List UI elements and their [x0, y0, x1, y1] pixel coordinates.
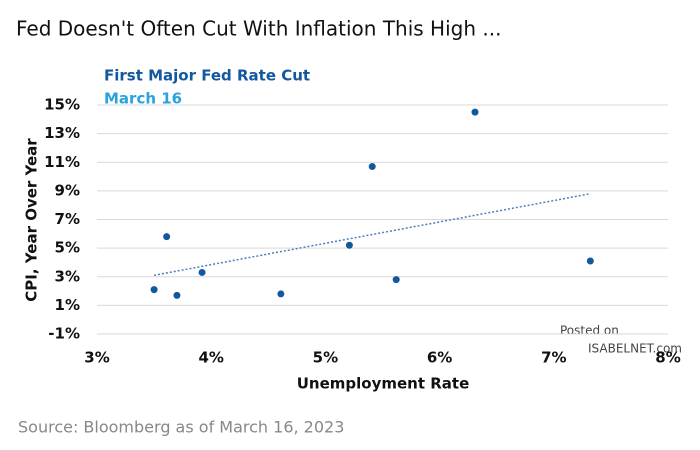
point	[586, 257, 594, 265]
legend-label: First Major Fed Rate Cut	[104, 67, 310, 85]
x-tick-label: 8%	[655, 349, 680, 367]
point	[471, 108, 479, 116]
point	[392, 276, 400, 284]
x-tick-label: 4%	[198, 349, 223, 367]
x-tick-label: 3%	[84, 349, 109, 367]
trendline	[153, 193, 591, 277]
y-tick-label: 15%	[44, 96, 80, 114]
point	[150, 286, 158, 294]
annotation: March 16	[104, 90, 182, 108]
x-tick-label: 5%	[313, 349, 338, 367]
point	[345, 241, 353, 249]
y-tick-label: 9%	[55, 181, 80, 199]
point	[277, 290, 285, 298]
y-tick-label: 11%	[44, 153, 80, 171]
watermark: Posted on	[560, 324, 619, 338]
watermark: ISABELNET.com	[588, 342, 682, 356]
point	[173, 291, 181, 299]
y-tick-label: -1%	[48, 325, 80, 343]
chart-title: Fed Doesn't Often Cut With Inflation Thi…	[16, 17, 501, 41]
x-axis-label: Unemployment Rate	[297, 375, 470, 393]
y-tick-label: 7%	[55, 210, 80, 228]
y-tick-label: 3%	[55, 267, 80, 285]
y-tick-label: 5%	[55, 239, 80, 257]
point	[163, 233, 171, 241]
point	[368, 163, 376, 171]
x-tick-label: 7%	[541, 349, 566, 367]
point	[198, 268, 206, 276]
source: Source: Bloomberg as of March 16, 2023	[18, 418, 344, 437]
y-axis-label: CPI, Year Over Year	[23, 138, 41, 302]
y-tick-label: 13%	[44, 124, 80, 142]
y-tick-label: 1%	[55, 296, 80, 314]
x-tick-label: 6%	[427, 349, 452, 367]
